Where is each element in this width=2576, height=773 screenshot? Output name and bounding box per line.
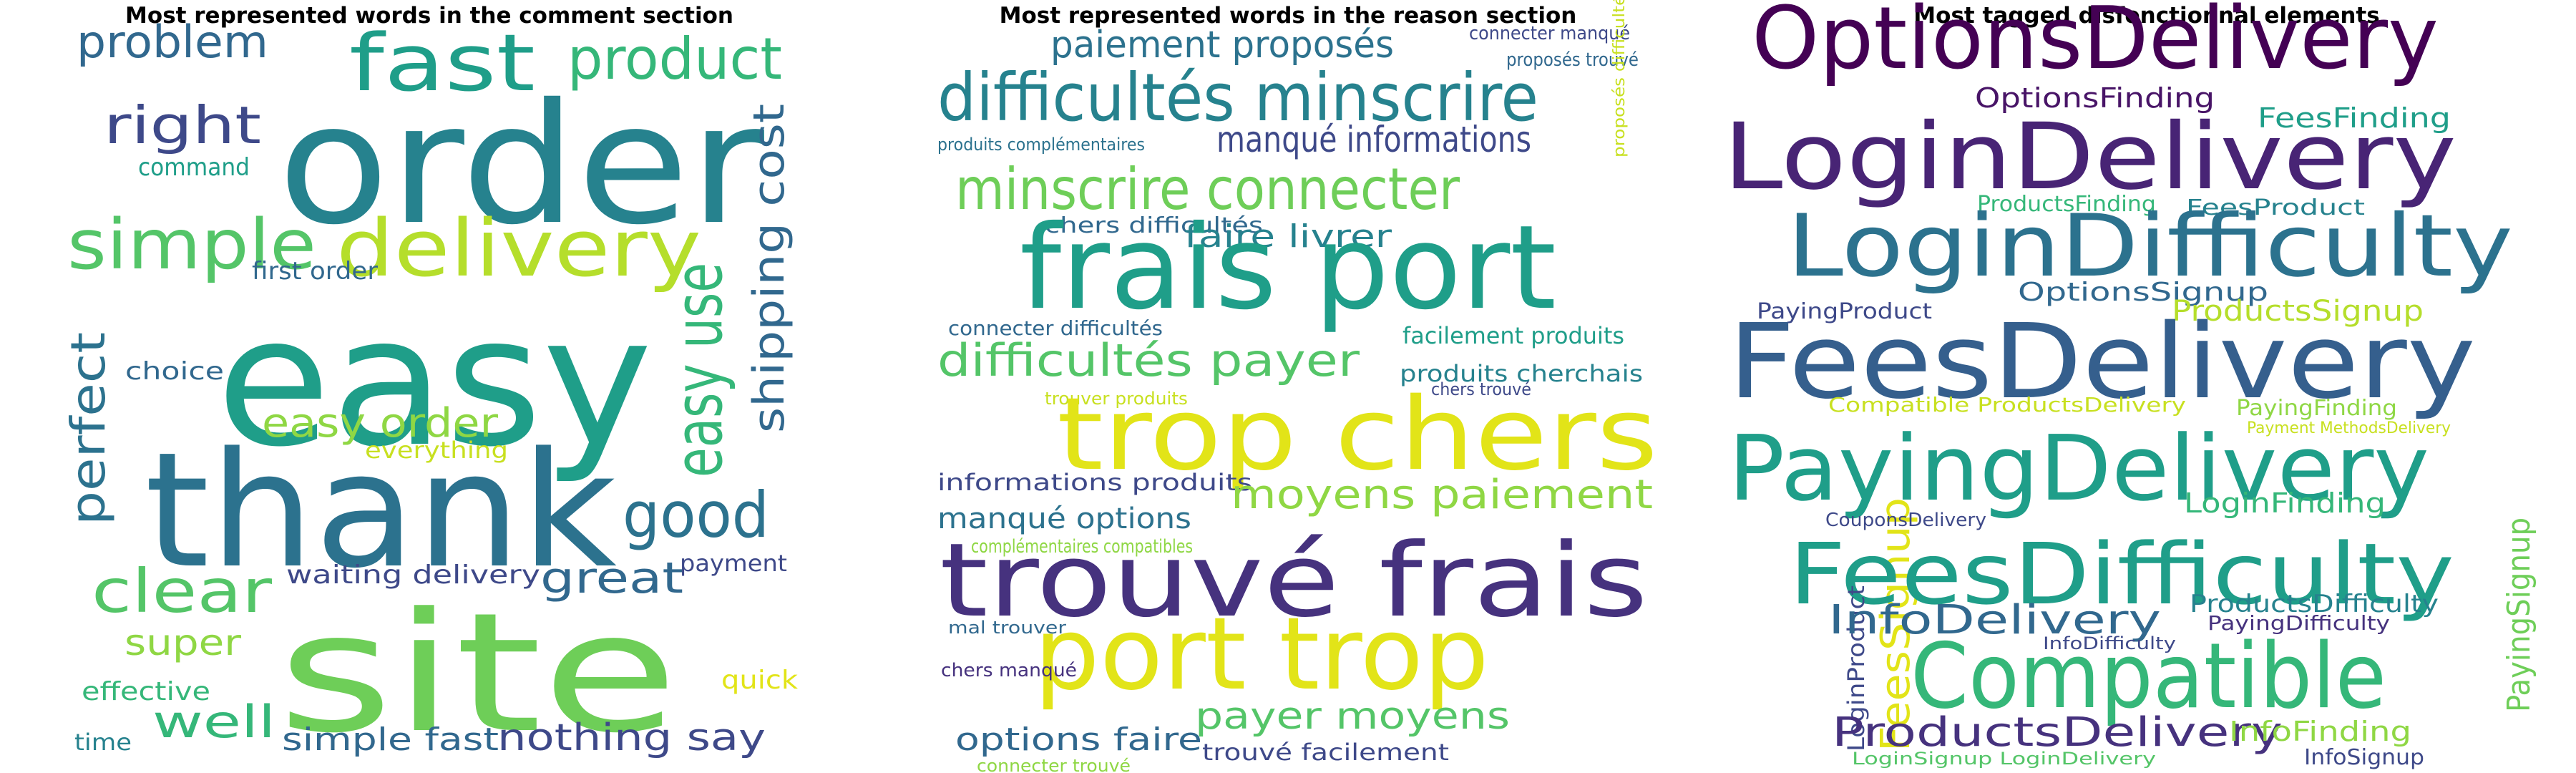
wordcloud-word: moyens paiement xyxy=(1231,472,1653,518)
wordcloud-word: ProductsSignup xyxy=(2172,295,2424,328)
wordcloud-word: manqué informations xyxy=(1216,119,1531,160)
wordcloud-word: chers trouvé xyxy=(1431,379,1531,399)
wordcloud-word: connecter difficultés xyxy=(948,316,1163,340)
wordcloud-word: frais port xyxy=(1020,201,1556,336)
wordcloud-word: produits cherchais xyxy=(1400,360,1643,387)
wordcloud-word: right xyxy=(104,95,261,155)
wordcloud-word: site xyxy=(278,578,678,769)
wordcloud-word: simple fast xyxy=(282,721,499,758)
wordcloud-word: mal trouver xyxy=(948,618,1066,638)
wordcloud-word: LoginDelivery xyxy=(1723,104,2457,210)
wordcloud-word: connecter trouvé xyxy=(977,756,1131,773)
wordcloud-word: produits complémentaires xyxy=(937,135,1145,155)
wordcloud-word: first order xyxy=(252,257,378,286)
wordcloud-word: InfoDifficulty xyxy=(2043,633,2176,653)
wordcloud-word: OptionsSignup xyxy=(2018,278,2268,307)
wordcloud-word: trop chers xyxy=(1057,376,1658,493)
wordcloud-word: manqué options xyxy=(937,502,1191,535)
wordcloud-word: FeesDelivery xyxy=(1728,301,2476,422)
wordcloud-word: proposés difficultés xyxy=(1611,0,1629,157)
wordcloud-word: problem xyxy=(77,16,268,68)
panel-title: Most represented words in the reason sec… xyxy=(999,3,1577,29)
wordcloud-word: perfect xyxy=(61,332,116,525)
wordcloud-word: PayingSignup xyxy=(2501,517,2537,712)
wordcloud-word: good xyxy=(623,478,769,552)
wordcloud-word: trouver produits xyxy=(1045,389,1188,409)
wordcloud-word: PayingProduct xyxy=(1757,299,1932,324)
wordcloud-word: LoginProduct xyxy=(1843,585,1870,752)
wordcloud-word: effective xyxy=(82,677,210,706)
wordcloud-word: ProductsDelivery xyxy=(1832,709,2283,756)
wordcloud-word: clear xyxy=(92,556,273,626)
wordcloud-word: FeesProduct xyxy=(2186,195,2365,220)
wordcloud-word: product xyxy=(567,26,782,92)
wordcloud-word: well xyxy=(152,696,275,748)
wordcloud-word: FeesDifficulty xyxy=(1789,525,2454,623)
wordcloud-word: easy order xyxy=(262,400,499,447)
panel-title: Most represented words in the comment se… xyxy=(125,3,733,29)
wordcloud-word: PayingDelivery xyxy=(1728,416,2429,521)
wordcloud-word: trouvé frais xyxy=(940,522,1648,640)
wordcloud-word: connecter manqué xyxy=(1469,23,1630,44)
wordcloud-word: FeesFinding xyxy=(2258,102,2451,134)
wordcloud-word: great xyxy=(540,553,683,603)
wordcloud-word: waiting delivery xyxy=(286,560,540,590)
wordcloud-word: InfoDelivery xyxy=(1828,597,2161,643)
wordcloud-word: difficultés minscrire xyxy=(937,59,1538,136)
wordcloud-word: order xyxy=(278,68,765,261)
wordcloud-word: quick xyxy=(721,666,798,695)
wordcloud-word: nothing say xyxy=(497,716,766,759)
wordcloud-word: proposés trouvé xyxy=(1506,49,1639,71)
wordcloud-word: PayingDifficulty xyxy=(2207,611,2390,635)
wordcloud-word: informations produits xyxy=(937,469,1252,496)
wordcloud-word: easy xyxy=(216,278,653,486)
wordcloud-word: Payment MethodsDelivery xyxy=(2247,419,2451,437)
wordcloud-word: thank xyxy=(145,419,617,603)
wordcloud-word: payer moyens xyxy=(1195,695,1510,738)
wordcloud-word: complémentaires compatibles xyxy=(971,536,1193,558)
wordcloud-word: LoginFinding xyxy=(2184,487,2386,519)
wordcloud-word: delivery xyxy=(336,203,701,294)
wordcloud-word: Compatible xyxy=(1911,623,2386,729)
wordcloud-word: shipping cost xyxy=(744,104,794,433)
wordcloud-word: trouvé facilement xyxy=(1202,739,1449,766)
wordcloud-word: ProductsFinding xyxy=(1977,192,2156,217)
wordcloud-word: Compatible ProductsDelivery xyxy=(1828,393,2186,417)
wordcloud-word: difficultés payer xyxy=(937,334,1360,386)
wordcloud-word: PayingFinding xyxy=(2236,396,2397,421)
wordcloud-word: easy use xyxy=(660,263,737,477)
wordcloud-word: InfoFinding xyxy=(2229,716,2411,747)
wordcloud-word: InfoSignup xyxy=(2304,745,2424,770)
wordcloud-word: facilement produits xyxy=(1402,322,1624,349)
wordcloud-word: ProductsDifficulty xyxy=(2190,590,2439,618)
wordcloud-word: FeesSignup xyxy=(1873,497,1919,752)
wordcloud-word: fast xyxy=(349,17,535,109)
wordcloud-word: simple xyxy=(67,205,316,285)
wordcloud-word: OptionsDelivery xyxy=(1752,0,2439,89)
wordcloud-word: port trop xyxy=(1034,596,1489,713)
wordcloud-word: chers manqué xyxy=(941,660,1077,681)
wordcloud-word: faire livrer xyxy=(1184,218,1392,255)
wordcloud-word: OptionsFinding xyxy=(1975,82,2215,114)
wordcloud-word: LoginSignup LoginDelivery xyxy=(1852,749,2156,769)
wordcloud-word: super xyxy=(125,622,242,663)
panel-title: Most tagged disfonctionnal elements xyxy=(1913,3,2380,29)
wordcloud-word: choice xyxy=(125,357,224,386)
wordcloud-word: CouponsDelivery xyxy=(1825,510,1986,531)
wordcloud-word: command xyxy=(138,153,250,182)
wordcloud-word: chers difficultés xyxy=(1045,213,1263,238)
wordcloud-reasons: paiement proposés connecter manquéproposé… xyxy=(937,0,1658,773)
wordcloud-word: payment xyxy=(680,550,787,577)
wordcloud-word: options faire xyxy=(955,721,1202,758)
wordcloud-word: time xyxy=(74,729,132,756)
wordcloud-panel-comments: Most represented words in the comment se… xyxy=(0,0,859,773)
wordcloud-panel-elements: Most tagged disfonctionnal elements Opti… xyxy=(1717,0,2576,773)
wordcloud-word: LoginDifficulty xyxy=(1787,197,2513,296)
wordcloud-panel-reasons: Most represented words in the reason sec… xyxy=(859,0,1717,773)
wordcloud-word: everything xyxy=(365,437,508,464)
wordcloud-word: minscrire connecter xyxy=(955,156,1460,223)
wordcloud-word: paiement proposés xyxy=(1050,24,1394,67)
